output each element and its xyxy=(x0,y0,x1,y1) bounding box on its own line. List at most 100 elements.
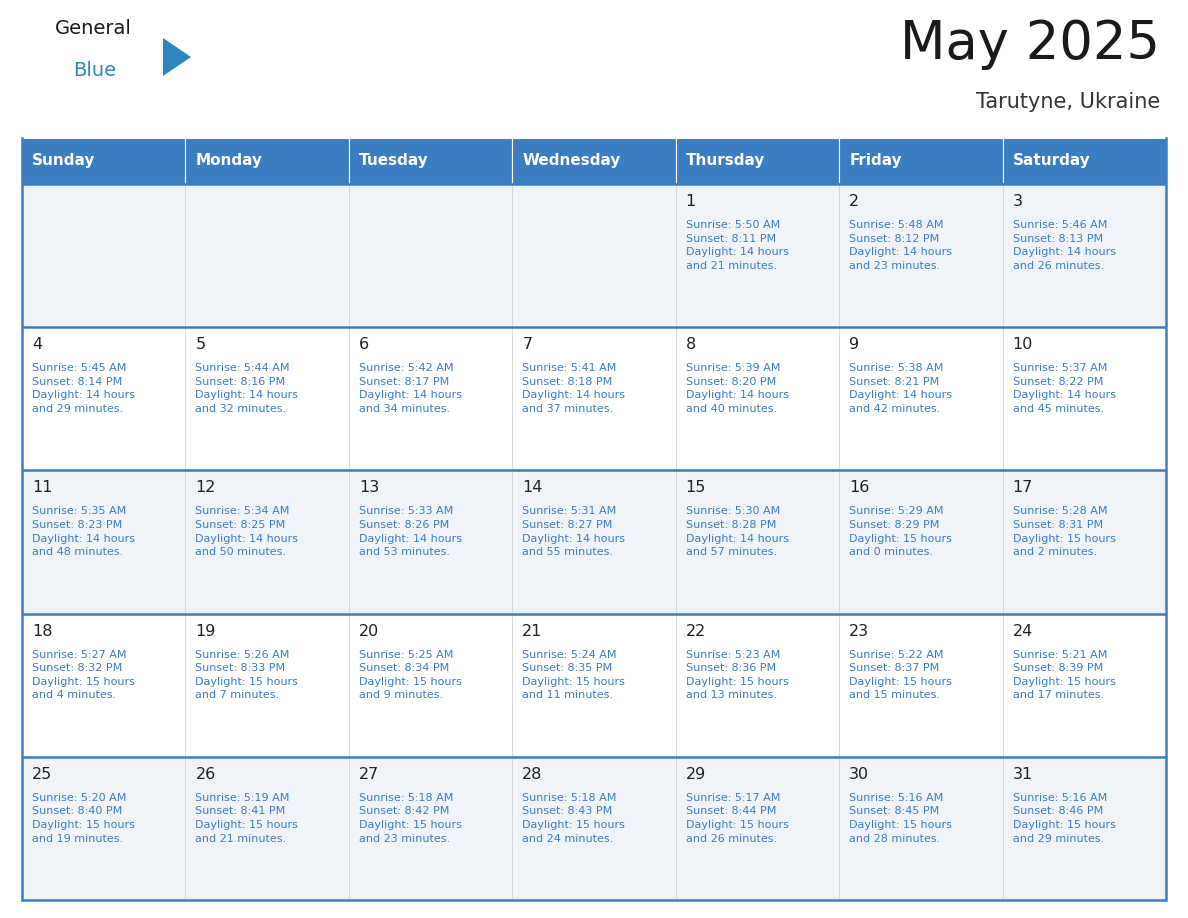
Text: 31: 31 xyxy=(1012,767,1032,782)
Text: May 2025: May 2025 xyxy=(901,18,1159,70)
Bar xyxy=(512,184,676,327)
Bar xyxy=(839,138,1003,184)
Text: Sunrise: 5:18 AM
Sunset: 8:43 PM
Daylight: 15 hours
and 24 minutes.: Sunrise: 5:18 AM Sunset: 8:43 PM Dayligh… xyxy=(523,793,625,844)
Text: Sunrise: 5:18 AM
Sunset: 8:42 PM
Daylight: 15 hours
and 23 minutes.: Sunrise: 5:18 AM Sunset: 8:42 PM Dayligh… xyxy=(359,793,462,844)
Text: Sunrise: 5:24 AM
Sunset: 8:35 PM
Daylight: 15 hours
and 11 minutes.: Sunrise: 5:24 AM Sunset: 8:35 PM Dayligh… xyxy=(523,650,625,700)
Bar xyxy=(23,613,185,756)
Text: 6: 6 xyxy=(359,337,369,353)
Bar xyxy=(1003,470,1165,613)
Text: 17: 17 xyxy=(1012,480,1032,496)
Bar xyxy=(185,756,349,900)
Text: 8: 8 xyxy=(685,337,696,353)
Text: Sunrise: 5:37 AM
Sunset: 8:22 PM
Daylight: 14 hours
and 45 minutes.: Sunrise: 5:37 AM Sunset: 8:22 PM Dayligh… xyxy=(1012,364,1116,414)
Text: 11: 11 xyxy=(32,480,52,496)
Text: Blue: Blue xyxy=(72,61,116,80)
Bar xyxy=(839,756,1003,900)
Text: 9: 9 xyxy=(849,337,859,353)
Text: 5: 5 xyxy=(196,337,206,353)
Text: Tuesday: Tuesday xyxy=(359,153,429,169)
Text: 15: 15 xyxy=(685,480,706,496)
Text: Sunrise: 5:21 AM
Sunset: 8:39 PM
Daylight: 15 hours
and 17 minutes.: Sunrise: 5:21 AM Sunset: 8:39 PM Dayligh… xyxy=(1012,650,1116,700)
Text: Sunrise: 5:44 AM
Sunset: 8:16 PM
Daylight: 14 hours
and 32 minutes.: Sunrise: 5:44 AM Sunset: 8:16 PM Dayligh… xyxy=(196,364,298,414)
Text: Sunrise: 5:34 AM
Sunset: 8:25 PM
Daylight: 14 hours
and 50 minutes.: Sunrise: 5:34 AM Sunset: 8:25 PM Dayligh… xyxy=(196,507,298,557)
Bar xyxy=(185,613,349,756)
Bar xyxy=(512,470,676,613)
Text: Monday: Monday xyxy=(196,153,263,169)
Bar xyxy=(349,327,512,470)
Text: 1: 1 xyxy=(685,194,696,209)
Text: 4: 4 xyxy=(32,337,42,353)
Text: Sunrise: 5:33 AM
Sunset: 8:26 PM
Daylight: 14 hours
and 53 minutes.: Sunrise: 5:33 AM Sunset: 8:26 PM Dayligh… xyxy=(359,507,462,557)
Bar xyxy=(1003,327,1165,470)
Text: 29: 29 xyxy=(685,767,706,782)
Bar xyxy=(185,184,349,327)
Text: 16: 16 xyxy=(849,480,870,496)
Text: Sunrise: 5:35 AM
Sunset: 8:23 PM
Daylight: 14 hours
and 48 minutes.: Sunrise: 5:35 AM Sunset: 8:23 PM Dayligh… xyxy=(32,507,135,557)
Text: Sunrise: 5:17 AM
Sunset: 8:44 PM
Daylight: 15 hours
and 26 minutes.: Sunrise: 5:17 AM Sunset: 8:44 PM Dayligh… xyxy=(685,793,789,844)
Bar xyxy=(23,470,185,613)
Text: Friday: Friday xyxy=(849,153,902,169)
Text: Sunrise: 5:19 AM
Sunset: 8:41 PM
Daylight: 15 hours
and 21 minutes.: Sunrise: 5:19 AM Sunset: 8:41 PM Dayligh… xyxy=(196,793,298,844)
Bar xyxy=(839,184,1003,327)
Text: Sunrise: 5:42 AM
Sunset: 8:17 PM
Daylight: 14 hours
and 34 minutes.: Sunrise: 5:42 AM Sunset: 8:17 PM Dayligh… xyxy=(359,364,462,414)
Text: 19: 19 xyxy=(196,623,216,639)
Bar xyxy=(349,613,512,756)
Text: Sunrise: 5:16 AM
Sunset: 8:45 PM
Daylight: 15 hours
and 28 minutes.: Sunrise: 5:16 AM Sunset: 8:45 PM Dayligh… xyxy=(849,793,952,844)
Text: Sunrise: 5:41 AM
Sunset: 8:18 PM
Daylight: 14 hours
and 37 minutes.: Sunrise: 5:41 AM Sunset: 8:18 PM Dayligh… xyxy=(523,364,625,414)
Bar xyxy=(23,138,185,184)
Bar xyxy=(512,138,676,184)
Text: 22: 22 xyxy=(685,623,706,639)
Bar xyxy=(349,756,512,900)
Bar xyxy=(512,613,676,756)
Text: Sunrise: 5:30 AM
Sunset: 8:28 PM
Daylight: 14 hours
and 57 minutes.: Sunrise: 5:30 AM Sunset: 8:28 PM Dayligh… xyxy=(685,507,789,557)
Bar xyxy=(1003,184,1165,327)
Text: Sunrise: 5:46 AM
Sunset: 8:13 PM
Daylight: 14 hours
and 26 minutes.: Sunrise: 5:46 AM Sunset: 8:13 PM Dayligh… xyxy=(1012,220,1116,271)
Text: Tarutyne, Ukraine: Tarutyne, Ukraine xyxy=(975,92,1159,112)
Text: 14: 14 xyxy=(523,480,543,496)
Text: Sunrise: 5:50 AM
Sunset: 8:11 PM
Daylight: 14 hours
and 21 minutes.: Sunrise: 5:50 AM Sunset: 8:11 PM Dayligh… xyxy=(685,220,789,271)
Text: Sunrise: 5:29 AM
Sunset: 8:29 PM
Daylight: 15 hours
and 0 minutes.: Sunrise: 5:29 AM Sunset: 8:29 PM Dayligh… xyxy=(849,507,952,557)
Text: 7: 7 xyxy=(523,337,532,353)
Bar xyxy=(512,327,676,470)
Text: Sunrise: 5:38 AM
Sunset: 8:21 PM
Daylight: 14 hours
and 42 minutes.: Sunrise: 5:38 AM Sunset: 8:21 PM Dayligh… xyxy=(849,364,952,414)
Bar xyxy=(185,470,349,613)
Polygon shape xyxy=(163,38,191,76)
Text: Sunrise: 5:48 AM
Sunset: 8:12 PM
Daylight: 14 hours
and 23 minutes.: Sunrise: 5:48 AM Sunset: 8:12 PM Dayligh… xyxy=(849,220,952,271)
Bar xyxy=(839,327,1003,470)
Text: 30: 30 xyxy=(849,767,870,782)
Bar xyxy=(676,613,839,756)
Text: Sunrise: 5:26 AM
Sunset: 8:33 PM
Daylight: 15 hours
and 7 minutes.: Sunrise: 5:26 AM Sunset: 8:33 PM Dayligh… xyxy=(196,650,298,700)
Text: 27: 27 xyxy=(359,767,379,782)
Text: 28: 28 xyxy=(523,767,543,782)
Bar xyxy=(676,184,839,327)
Bar xyxy=(185,138,349,184)
Text: Sunrise: 5:27 AM
Sunset: 8:32 PM
Daylight: 15 hours
and 4 minutes.: Sunrise: 5:27 AM Sunset: 8:32 PM Dayligh… xyxy=(32,650,135,700)
Text: General: General xyxy=(55,19,132,38)
Text: Sunrise: 5:45 AM
Sunset: 8:14 PM
Daylight: 14 hours
and 29 minutes.: Sunrise: 5:45 AM Sunset: 8:14 PM Dayligh… xyxy=(32,364,135,414)
Bar xyxy=(23,756,185,900)
Text: Sunrise: 5:25 AM
Sunset: 8:34 PM
Daylight: 15 hours
and 9 minutes.: Sunrise: 5:25 AM Sunset: 8:34 PM Dayligh… xyxy=(359,650,462,700)
Text: Saturday: Saturday xyxy=(1012,153,1091,169)
Text: 10: 10 xyxy=(1012,337,1032,353)
Bar xyxy=(349,138,512,184)
Bar xyxy=(1003,756,1165,900)
Text: 3: 3 xyxy=(1012,194,1023,209)
Text: Sunrise: 5:39 AM
Sunset: 8:20 PM
Daylight: 14 hours
and 40 minutes.: Sunrise: 5:39 AM Sunset: 8:20 PM Dayligh… xyxy=(685,364,789,414)
Bar xyxy=(676,756,839,900)
Bar xyxy=(185,327,349,470)
Bar xyxy=(349,184,512,327)
Text: 13: 13 xyxy=(359,480,379,496)
Text: 12: 12 xyxy=(196,480,216,496)
Text: Sunrise: 5:23 AM
Sunset: 8:36 PM
Daylight: 15 hours
and 13 minutes.: Sunrise: 5:23 AM Sunset: 8:36 PM Dayligh… xyxy=(685,650,789,700)
Bar xyxy=(676,138,839,184)
Bar xyxy=(349,470,512,613)
Text: Wednesday: Wednesday xyxy=(523,153,620,169)
Text: Sunrise: 5:22 AM
Sunset: 8:37 PM
Daylight: 15 hours
and 15 minutes.: Sunrise: 5:22 AM Sunset: 8:37 PM Dayligh… xyxy=(849,650,952,700)
Bar xyxy=(1003,613,1165,756)
Bar xyxy=(676,327,839,470)
Text: Sunrise: 5:28 AM
Sunset: 8:31 PM
Daylight: 15 hours
and 2 minutes.: Sunrise: 5:28 AM Sunset: 8:31 PM Dayligh… xyxy=(1012,507,1116,557)
Text: Thursday: Thursday xyxy=(685,153,765,169)
Bar xyxy=(839,613,1003,756)
Text: Sunrise: 5:31 AM
Sunset: 8:27 PM
Daylight: 14 hours
and 55 minutes.: Sunrise: 5:31 AM Sunset: 8:27 PM Dayligh… xyxy=(523,507,625,557)
Text: 24: 24 xyxy=(1012,623,1032,639)
